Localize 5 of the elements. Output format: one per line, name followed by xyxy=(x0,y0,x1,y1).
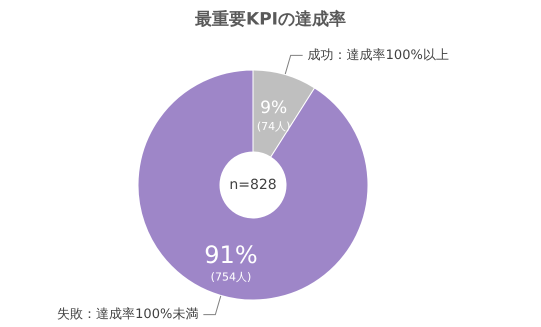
data-label: 91% (754人) xyxy=(204,240,258,284)
chart-title: 最重要KPIの達成率 xyxy=(194,10,346,30)
slice-label: 成功：達成率100%以上 xyxy=(308,46,449,63)
slice-label: 失敗：達成率100%未満 xyxy=(57,306,198,322)
text: n=828 xyxy=(229,177,277,193)
